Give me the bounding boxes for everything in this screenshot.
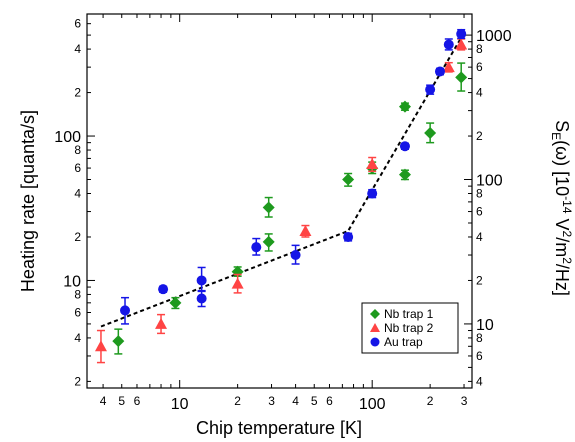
- legend-marker-nb-trap-2: [370, 323, 380, 332]
- x-minor-tick-label: 4: [292, 394, 299, 408]
- nb-trap-1-point: [112, 335, 125, 348]
- x-minor-tick-label: 3: [461, 394, 468, 408]
- ticks: [87, 14, 472, 388]
- au-trap-point: [251, 242, 262, 253]
- nb-trap-1-point: [455, 71, 468, 84]
- y2-tick-label: 1000: [476, 28, 512, 45]
- x-minor-tick-label: 5: [311, 394, 318, 408]
- y-minor-tick-label: 8: [74, 143, 81, 157]
- y2-minor-tick-label: 8: [476, 187, 483, 201]
- y-minor-tick-label: 2: [74, 374, 81, 388]
- au-trap-point: [443, 39, 454, 50]
- au-trap-point: [367, 188, 378, 199]
- legend-label-nb-trap-1: Nb trap 1: [384, 307, 434, 321]
- y-minor-tick-label: 4: [74, 42, 81, 56]
- legend-label-nb-trap-2: Nb trap 2: [384, 321, 434, 335]
- nb-trap-1-point: [169, 296, 182, 309]
- x-minor-tick-label: 3: [268, 394, 275, 408]
- y2-minor-tick-label: 4: [476, 374, 483, 388]
- au-trap-point: [434, 66, 445, 77]
- x-minor-tick-label: 2: [427, 394, 434, 408]
- y-minor-tick-label: 8: [74, 287, 81, 301]
- x-axis-title: Chip temperature [K]: [196, 418, 362, 438]
- y2-minor-tick-label: 2: [476, 273, 483, 287]
- nb-trap-2-point: [155, 317, 168, 329]
- au-trap-point: [196, 275, 207, 286]
- legend-marker-au-trap: [370, 337, 380, 347]
- y-minor-tick-label: 4: [74, 187, 81, 201]
- au-trap-point: [158, 284, 169, 295]
- nb-trap-2-point: [442, 61, 455, 73]
- y2-minor-tick-label: 8: [476, 331, 483, 345]
- y2-minor-tick-label: 4: [476, 230, 483, 244]
- y2-minor-tick-label: 4: [476, 86, 483, 100]
- x-minor-tick-label: 2: [234, 394, 241, 408]
- nb-trap-2-point: [231, 277, 244, 289]
- legend: Nb trap 1 Nb trap 2 Au trap: [361, 302, 459, 354]
- x-tick-label: 10: [171, 396, 189, 413]
- au-trap-point: [196, 293, 207, 304]
- nb-trap-2-point: [299, 225, 312, 237]
- y-minor-tick-label: 2: [74, 230, 81, 244]
- x-minor-tick-label: 5: [118, 394, 125, 408]
- au-trap-point: [399, 141, 410, 152]
- au-trap-point: [456, 28, 467, 39]
- y2-axis-title-text: SE(ω) [10-14 V2/m2/Hz]: [549, 120, 574, 296]
- nb-trap-2-point: [94, 340, 107, 352]
- nb-trap-1-point: [262, 201, 275, 214]
- nb-trap-1-point: [398, 168, 411, 181]
- nb-trap-1-point: [342, 173, 355, 186]
- y2-tick-label: 10: [476, 317, 494, 334]
- y-axis-title: Heating rate [quanta/s]: [18, 110, 38, 292]
- y-tick-label: 100: [54, 129, 81, 146]
- y2-minor-tick-label: 2: [476, 129, 483, 143]
- au-trap-point: [425, 84, 436, 95]
- y2-minor-tick-label: 6: [476, 205, 483, 219]
- y-tick-label: 10: [63, 273, 81, 290]
- y2-minor-tick-label: 8: [476, 42, 483, 56]
- y2-axis-title: SE(ω) [10-14 V2/m2/Hz]: [549, 120, 574, 296]
- nb-trap-1-point: [262, 235, 275, 248]
- fit-line: [100, 37, 463, 328]
- x-minor-tick-label: 4: [100, 394, 107, 408]
- legend-label-au-trap: Au trap: [384, 335, 423, 349]
- y2-minor-tick-label: 6: [476, 60, 483, 74]
- x-minor-tick-label: 6: [326, 394, 333, 408]
- y-minor-tick-label: 4: [74, 331, 81, 345]
- markers: [94, 28, 468, 364]
- fit-line-path: [100, 37, 463, 328]
- y-minor-tick-label: 6: [74, 305, 81, 319]
- au-trap-point: [120, 305, 131, 316]
- y2-minor-tick-label: 6: [476, 349, 483, 363]
- y2-tick-label: 100: [476, 173, 503, 190]
- au-trap-point: [290, 250, 301, 261]
- plot-frame: [86, 13, 473, 389]
- x-minor-tick-label: 6: [134, 394, 141, 408]
- y-minor-tick-label: 2: [74, 86, 81, 100]
- legend-marker-nb-trap-1: [370, 309, 380, 319]
- nb-trap-2-point: [455, 38, 468, 50]
- au-trap-point: [343, 231, 354, 242]
- x-tick-label: 100: [359, 396, 386, 413]
- nb-trap-1-point: [424, 126, 437, 139]
- nb-trap-2-point: [366, 158, 379, 170]
- nb-trap-1-point: [398, 100, 411, 113]
- y-minor-tick-label: 6: [74, 161, 81, 175]
- y-minor-tick-label: 6: [74, 17, 81, 31]
